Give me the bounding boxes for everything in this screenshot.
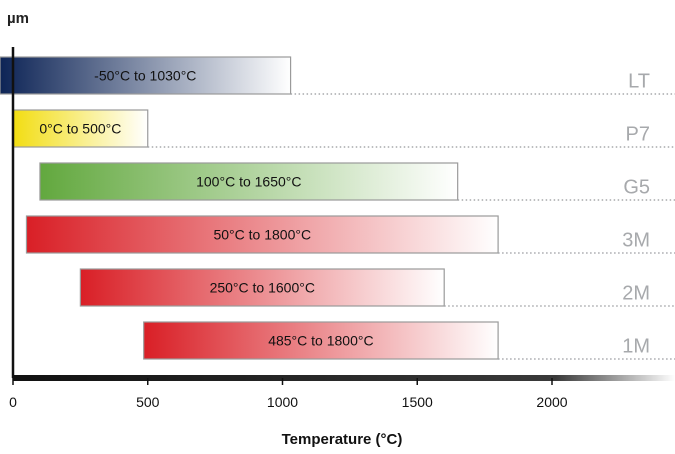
series-name-p7: P7 — [626, 124, 650, 146]
series-name-2m: 2M — [622, 283, 650, 305]
x-tick-label-1500: 1500 — [402, 394, 433, 410]
x-tick-label-2000: 2000 — [536, 394, 567, 410]
x-axis: 0 500 1000 1500 2000 — [9, 47, 675, 410]
x-tick-label-500: 500 — [136, 394, 160, 410]
range-label-2m: 250°C to 1600°C — [210, 280, 315, 296]
series-name-lt: LT — [628, 71, 650, 93]
range-bar-p7 — [12, 109, 149, 148]
x-tick-label-1000: 1000 — [267, 394, 298, 410]
range-label-p7: 0°C to 500°C — [39, 121, 121, 137]
range-bar-lt — [0, 56, 292, 95]
unit-label: µm — [7, 10, 29, 27]
range-bar-2m — [79, 268, 445, 307]
x-axis-title: Temperature (°C) — [282, 431, 403, 448]
range-label-3m: 50°C to 1800°C — [213, 227, 311, 243]
range-label-lt: -50°C to 1030°C — [94, 68, 196, 84]
series-name-1m: 1M — [622, 336, 650, 358]
range-bar-g5 — [39, 162, 459, 201]
bars-layer: -50°C to 1030°C LT 0°C to 500°C P7 100°C to … — [0, 56, 675, 360]
x-tick-label-0: 0 — [9, 394, 17, 410]
range-bar-3m — [25, 215, 499, 254]
range-label-g5: 100°C to 1650°C — [196, 174, 301, 190]
range-bar-1m — [143, 321, 499, 360]
x-axis-line — [13, 375, 675, 381]
series-name-g5: G5 — [623, 177, 650, 199]
range-label-1m: 485°C to 1800°C — [268, 333, 373, 349]
series-name-3m: 3M — [622, 230, 650, 252]
